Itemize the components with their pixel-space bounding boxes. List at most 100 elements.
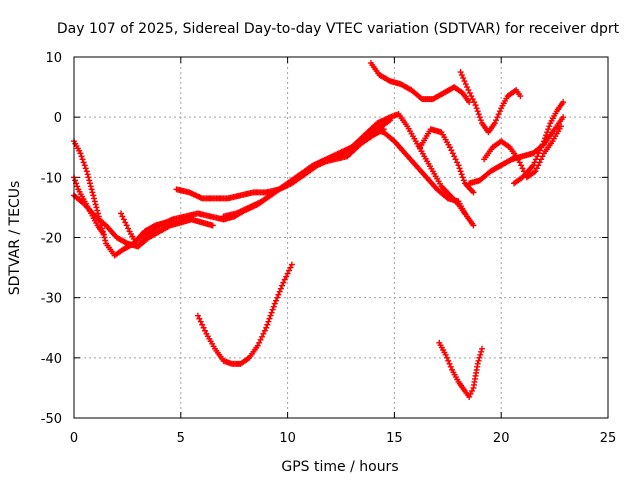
data-series-3 (71, 192, 216, 250)
x-tick-label: 10 (279, 431, 296, 446)
data-points (71, 60, 567, 400)
data-point (474, 108, 481, 115)
data-point (257, 336, 264, 343)
y-tick-labels: 10 0 -10 -20 -30 -40 -50 (41, 51, 62, 427)
data-series-13 (481, 123, 565, 181)
data-point (544, 129, 551, 136)
data-point (477, 351, 484, 358)
data-point (459, 174, 466, 181)
data-point (461, 210, 468, 217)
y-tick-label: 10 (45, 51, 62, 66)
data-point (476, 354, 483, 361)
y-tick-label: -50 (41, 412, 62, 427)
data-point (448, 147, 455, 154)
data-series-15 (436, 339, 485, 400)
y-tick-label: -30 (41, 292, 62, 307)
chart-title: Day 107 of 2025, Sidereal Day-to-day VTE… (57, 21, 620, 37)
data-point (533, 165, 540, 172)
data-point (558, 123, 565, 130)
data-point (539, 153, 546, 160)
data-point (87, 180, 94, 187)
data-point (457, 168, 464, 175)
data-point (88, 186, 95, 193)
y-tick-label: -10 (41, 171, 62, 186)
data-point (449, 150, 456, 157)
data-point (460, 75, 467, 82)
data-point (79, 156, 86, 163)
data-point (82, 165, 89, 172)
data-point (93, 204, 100, 211)
data-series-14 (511, 99, 567, 187)
data-point (442, 351, 449, 358)
data-point (516, 159, 523, 166)
data-point (470, 222, 477, 229)
data-point (85, 174, 92, 181)
data-point (465, 87, 472, 94)
data-point (545, 126, 552, 133)
data-point (515, 156, 522, 163)
data-point (539, 141, 546, 148)
data-point (78, 153, 85, 160)
data-point (473, 105, 480, 112)
data-point (268, 309, 275, 316)
data-point (84, 171, 91, 178)
data-point (122, 219, 129, 226)
data-point (280, 279, 287, 286)
data-series-11 (457, 69, 524, 136)
data-point (264, 321, 271, 328)
data-point (95, 210, 102, 217)
data-point (469, 96, 476, 103)
data-point (265, 318, 272, 325)
data-point (519, 165, 526, 172)
data-point (445, 357, 452, 364)
data-point (279, 282, 286, 289)
data-point (452, 156, 459, 163)
data-point (518, 162, 525, 169)
data-point (275, 291, 282, 298)
data-point (194, 312, 201, 319)
data-point (543, 132, 550, 139)
data-point (451, 153, 458, 160)
data-point (464, 84, 471, 91)
data-point (269, 306, 276, 313)
data-point (283, 273, 290, 280)
x-tick-label: 0 (70, 431, 78, 446)
data-point (474, 360, 481, 367)
data-point (536, 147, 543, 154)
data-point (560, 114, 567, 121)
data-point (286, 267, 293, 274)
data-point (471, 99, 478, 106)
data-point (538, 144, 545, 151)
data-point (467, 390, 474, 397)
data-point (456, 165, 463, 172)
data-point (546, 123, 553, 130)
data-point (277, 285, 284, 292)
data-point (457, 69, 464, 76)
data-point (495, 111, 502, 118)
data-point (91, 195, 98, 202)
x-tick-label: 20 (493, 431, 510, 446)
data-point (256, 339, 263, 346)
data-point (271, 300, 278, 307)
data-point (260, 330, 267, 337)
data-point (72, 177, 79, 184)
x-tick-label: 5 (177, 431, 185, 446)
data-point (458, 72, 465, 79)
data-point (493, 117, 500, 124)
data-point (117, 210, 124, 217)
data-point (496, 108, 503, 115)
grid-lines (73, 56, 609, 419)
data-point (270, 303, 277, 310)
data-point (535, 150, 542, 157)
data-point (92, 201, 99, 208)
data-point (123, 222, 130, 229)
data-point (261, 327, 268, 334)
data-point (200, 324, 207, 331)
data-point (86, 177, 93, 184)
data-point (461, 78, 468, 85)
data-point (199, 321, 206, 328)
data-point (477, 117, 484, 124)
data-point (532, 168, 539, 175)
data-point (266, 315, 273, 322)
